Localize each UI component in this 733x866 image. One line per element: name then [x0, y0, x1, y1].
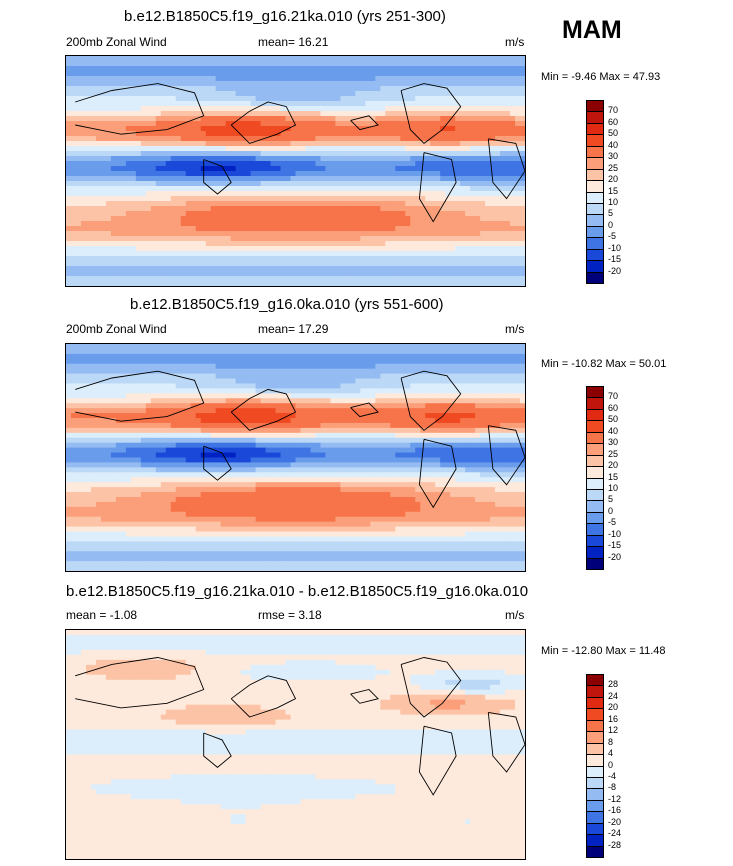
colorbar-tick-label: 60	[608, 402, 619, 413]
coastline	[203, 445, 232, 481]
colorbar-tick-label: 40	[608, 425, 619, 436]
colorbar-tick-label: 50	[608, 128, 619, 139]
colorbar-tick-label: 20	[608, 460, 619, 471]
panel-2-min-max: Min = -10.82 Max = 50.01	[541, 358, 667, 370]
colorbar-tick-label: 24	[608, 690, 619, 701]
colorbar-tick-label: -4	[608, 770, 617, 781]
colorbar-tick-label: 0	[608, 505, 614, 516]
coastline	[75, 370, 205, 422]
coastline	[400, 370, 462, 431]
coastline	[203, 159, 232, 195]
colorbar-tick-label: 20	[608, 174, 619, 185]
panel-1-mean-label: mean= 16.21	[258, 35, 329, 49]
panel-1-units: m/s	[505, 35, 525, 49]
colorbar-tick-label: 5	[608, 208, 614, 219]
colorbar-tick-label: 5	[608, 494, 614, 505]
colorbar-tick-label: 70	[608, 391, 619, 402]
panel-1-map	[65, 55, 526, 287]
panel-1-colorbar: 70 60 50 40 30 25 20 15 10 5 0 -5 -10 -15 -20	[586, 100, 646, 284]
panel-3-min-max: Min = -12.80 Max = 11.48	[541, 645, 666, 657]
colorbar-tick-label: 16	[608, 713, 619, 724]
coastline	[487, 138, 525, 200]
season-label: MAM	[562, 16, 622, 44]
panel-1-min-max: Min = -9.46 Max = 47.93	[541, 71, 661, 83]
colorbar-tick-label: -12	[608, 793, 622, 804]
coastline	[400, 657, 462, 718]
coastline	[230, 675, 297, 718]
coastline	[418, 152, 457, 223]
colorbar-tick-label: 60	[608, 116, 619, 127]
panel-2-mean-label: mean= 17.29	[258, 322, 329, 336]
colorbar-tick-label: -20	[608, 551, 622, 562]
coastline	[418, 438, 457, 509]
colorbar-tick-label: 4	[608, 748, 614, 759]
coastline	[350, 115, 379, 131]
panel-3-mean-label: mean = -1.08	[66, 608, 138, 622]
panel-3-rmse-label: rmse = 3.18	[258, 608, 322, 622]
coastline	[400, 83, 462, 144]
coastline	[418, 725, 457, 796]
colorbar-tick-label: 50	[608, 414, 619, 425]
panel-2-map	[65, 343, 526, 572]
colorbar-tick-label: 70	[608, 105, 619, 116]
colorbar-tick-label: 12	[608, 725, 619, 736]
colorbar-tick-label: 15	[608, 185, 619, 196]
panel-3-units: m/s	[505, 608, 525, 622]
colorbar-tick-label: 8	[608, 736, 614, 747]
panel-1-variable-label: 200mb Zonal Wind	[66, 35, 167, 49]
colorbar-tick-label: -10	[608, 242, 622, 253]
colorbar-tick-label: -20	[608, 816, 622, 827]
colorbar-tick-label: 20	[608, 702, 619, 713]
colorbar-tick-label: -28	[608, 839, 622, 850]
coastline	[487, 425, 525, 486]
colorbar-tick-label: -10	[608, 528, 622, 539]
colorbar-tick-label: -15	[608, 254, 622, 265]
colorbar-tick-label: 30	[608, 437, 619, 448]
colorbar-tick-label: -20	[608, 265, 622, 276]
colorbar-tick-label: 10	[608, 482, 619, 493]
coastline	[203, 732, 232, 768]
colorbar-swatch	[586, 845, 604, 858]
colorbar-tick-label: -5	[608, 517, 617, 528]
coastline	[75, 657, 205, 709]
colorbar-tick-label: -15	[608, 540, 622, 551]
coastline	[487, 711, 525, 773]
colorbar-tick-label: -8	[608, 782, 617, 793]
colorbar-swatch	[586, 271, 604, 284]
colorbar-tick-label: -24	[608, 828, 622, 839]
colorbar-tick-label: 25	[608, 162, 619, 173]
panel-2-units: m/s	[505, 322, 525, 336]
panel-2-colorbar: 70 60 50 40 30 25 20 15 10 5 0 -5 -10 -15 -20	[586, 386, 646, 570]
coastline	[230, 101, 297, 144]
coastline	[350, 689, 379, 704]
panel-3-map	[65, 629, 526, 860]
colorbar-tick-label: 0	[608, 759, 614, 770]
panel-1-title: b.e12.B1850C5.f19_g16.21ka.010 (yrs 251-…	[124, 8, 446, 25]
colorbar-tick-label: 40	[608, 139, 619, 150]
colorbar-tick-label: 10	[608, 196, 619, 207]
panel-3-title: b.e12.B1850C5.f19_g16.21ka.010 - b.e12.B…	[66, 583, 529, 600]
coastline	[75, 83, 205, 135]
colorbar-tick-label: 28	[608, 679, 619, 690]
panel-2-title: b.e12.B1850C5.f19_g16.0ka.010 (yrs 551-6…	[130, 296, 444, 313]
coastline	[350, 402, 379, 418]
colorbar-tick-label: 15	[608, 471, 619, 482]
colorbar-tick-label: 25	[608, 448, 619, 459]
panel-2-variable-label: 200mb Zonal Wind	[66, 322, 167, 336]
panel-3-colorbar: 28 24 20 16 12 8 4 0 -4 -8 -12 -16 -20 -24 -28	[586, 674, 646, 858]
colorbar-tick-label: 30	[608, 151, 619, 162]
colorbar-swatch	[586, 557, 604, 570]
colorbar-tick-label: -16	[608, 805, 622, 816]
colorbar-tick-label: 0	[608, 219, 614, 230]
colorbar-tick-label: -5	[608, 231, 617, 242]
coastline	[230, 388, 297, 431]
